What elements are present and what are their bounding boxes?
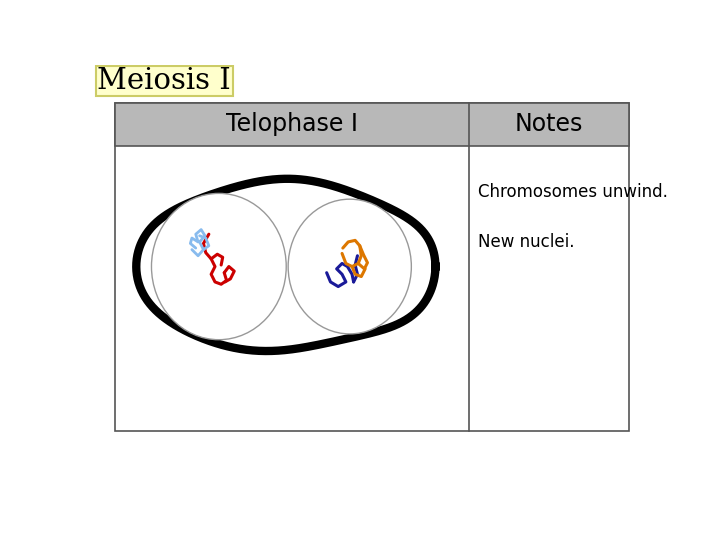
Text: Meiosis I: Meiosis I: [97, 67, 231, 95]
Ellipse shape: [288, 199, 411, 334]
Bar: [115, 103, 629, 430]
Text: Telophase I: Telophase I: [226, 112, 358, 137]
FancyBboxPatch shape: [96, 66, 233, 96]
Text: New nuclei.: New nuclei.: [478, 233, 575, 251]
Text: Notes: Notes: [515, 112, 583, 137]
Ellipse shape: [151, 193, 287, 340]
Text: Chromosomes unwind.: Chromosomes unwind.: [478, 183, 668, 201]
Bar: [115, 103, 629, 146]
